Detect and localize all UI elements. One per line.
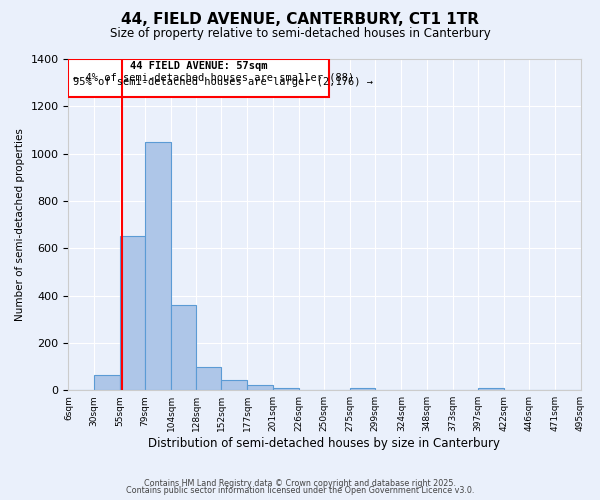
Y-axis label: Number of semi-detached properties: Number of semi-detached properties bbox=[15, 128, 25, 321]
Bar bbox=[247, 386, 272, 390]
Text: Contains public sector information licensed under the Open Government Licence v3: Contains public sector information licen… bbox=[126, 486, 474, 495]
Text: Contains HM Land Registry data © Crown copyright and database right 2025.: Contains HM Land Registry data © Crown c… bbox=[144, 478, 456, 488]
Bar bbox=[272, 388, 299, 390]
Bar bbox=[120, 236, 145, 390]
Text: ← 4% of semi-detached houses are smaller (88): ← 4% of semi-detached houses are smaller… bbox=[73, 72, 354, 83]
Text: 44 FIELD AVENUE: 57sqm: 44 FIELD AVENUE: 57sqm bbox=[130, 62, 268, 72]
Text: 44, FIELD AVENUE, CANTERBURY, CT1 1TR: 44, FIELD AVENUE, CANTERBURY, CT1 1TR bbox=[121, 12, 479, 28]
Bar bbox=[145, 142, 171, 390]
Text: 95% of semi-detached houses are larger (2,176) →: 95% of semi-detached houses are larger (… bbox=[73, 76, 373, 86]
Bar bbox=[196, 366, 221, 390]
FancyBboxPatch shape bbox=[68, 59, 329, 97]
Bar bbox=[171, 305, 196, 390]
X-axis label: Distribution of semi-detached houses by size in Canterbury: Distribution of semi-detached houses by … bbox=[148, 437, 500, 450]
Bar bbox=[221, 380, 247, 390]
Bar bbox=[478, 388, 504, 390]
Text: Size of property relative to semi-detached houses in Canterbury: Size of property relative to semi-detach… bbox=[110, 28, 490, 40]
Bar bbox=[94, 375, 120, 390]
Bar bbox=[350, 388, 375, 390]
